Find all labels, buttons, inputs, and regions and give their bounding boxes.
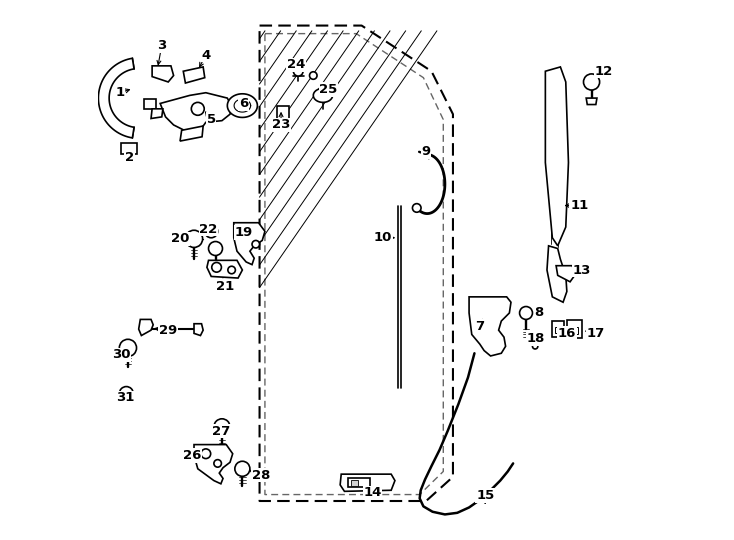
- Polygon shape: [469, 297, 511, 356]
- Circle shape: [214, 419, 230, 435]
- Circle shape: [186, 230, 203, 247]
- Circle shape: [201, 449, 211, 458]
- Text: 19: 19: [234, 226, 252, 239]
- Polygon shape: [98, 58, 134, 138]
- Bar: [570, 327, 578, 334]
- Polygon shape: [139, 320, 153, 335]
- Text: 25: 25: [319, 83, 338, 96]
- Text: 1: 1: [115, 86, 125, 99]
- Text: 24: 24: [287, 58, 305, 71]
- Bar: [351, 480, 358, 486]
- Polygon shape: [207, 260, 242, 278]
- Text: 5: 5: [207, 113, 216, 126]
- Circle shape: [532, 343, 538, 349]
- Bar: [126, 154, 133, 159]
- Text: 18: 18: [527, 332, 545, 345]
- Text: 22: 22: [200, 222, 218, 235]
- Text: 28: 28: [252, 469, 270, 482]
- Bar: [144, 99, 156, 109]
- Circle shape: [294, 66, 303, 76]
- Bar: [567, 320, 582, 338]
- Text: 12: 12: [595, 65, 612, 78]
- Polygon shape: [180, 126, 203, 141]
- Polygon shape: [160, 93, 232, 131]
- Bar: [348, 478, 370, 487]
- Text: 27: 27: [211, 424, 230, 437]
- Text: 29: 29: [159, 323, 178, 336]
- Text: 11: 11: [570, 199, 589, 212]
- Text: 23: 23: [272, 118, 290, 131]
- Polygon shape: [233, 222, 265, 265]
- Text: 31: 31: [116, 392, 134, 404]
- Polygon shape: [184, 67, 205, 83]
- Bar: [121, 143, 137, 154]
- Circle shape: [208, 241, 222, 255]
- Circle shape: [120, 387, 134, 401]
- Bar: [553, 321, 564, 337]
- Circle shape: [520, 307, 532, 320]
- Circle shape: [211, 262, 222, 272]
- Polygon shape: [556, 266, 575, 282]
- Text: 7: 7: [475, 320, 484, 333]
- Bar: [555, 327, 560, 333]
- Text: 10: 10: [374, 231, 392, 244]
- Polygon shape: [586, 98, 597, 105]
- Bar: [277, 106, 289, 131]
- Text: 30: 30: [112, 348, 131, 361]
- Text: 8: 8: [534, 307, 544, 320]
- Text: 3: 3: [157, 39, 167, 52]
- Bar: [280, 118, 286, 126]
- Circle shape: [584, 74, 600, 90]
- Text: 13: 13: [573, 264, 591, 276]
- Text: 2: 2: [125, 151, 134, 164]
- Circle shape: [120, 339, 137, 356]
- Circle shape: [228, 266, 236, 274]
- Text: 6: 6: [239, 97, 248, 110]
- Polygon shape: [194, 323, 203, 335]
- Circle shape: [413, 204, 421, 212]
- Circle shape: [214, 460, 222, 467]
- Circle shape: [252, 240, 260, 248]
- Text: 9: 9: [421, 145, 431, 158]
- Polygon shape: [313, 89, 333, 103]
- Text: 17: 17: [586, 327, 604, 340]
- Circle shape: [192, 103, 204, 115]
- Circle shape: [205, 225, 218, 238]
- Circle shape: [241, 228, 251, 238]
- Text: 4: 4: [201, 49, 211, 62]
- Text: 14: 14: [363, 487, 382, 500]
- Polygon shape: [545, 67, 568, 246]
- Text: 20: 20: [171, 232, 189, 245]
- Polygon shape: [340, 474, 395, 491]
- Polygon shape: [194, 444, 233, 484]
- Text: 21: 21: [216, 280, 233, 293]
- Text: 26: 26: [184, 449, 202, 462]
- Polygon shape: [228, 94, 258, 117]
- Polygon shape: [152, 66, 174, 82]
- Polygon shape: [547, 246, 567, 302]
- Text: 15: 15: [476, 489, 494, 502]
- Circle shape: [235, 461, 250, 476]
- Polygon shape: [151, 109, 163, 118]
- Circle shape: [310, 72, 317, 79]
- Text: 16: 16: [558, 327, 576, 340]
